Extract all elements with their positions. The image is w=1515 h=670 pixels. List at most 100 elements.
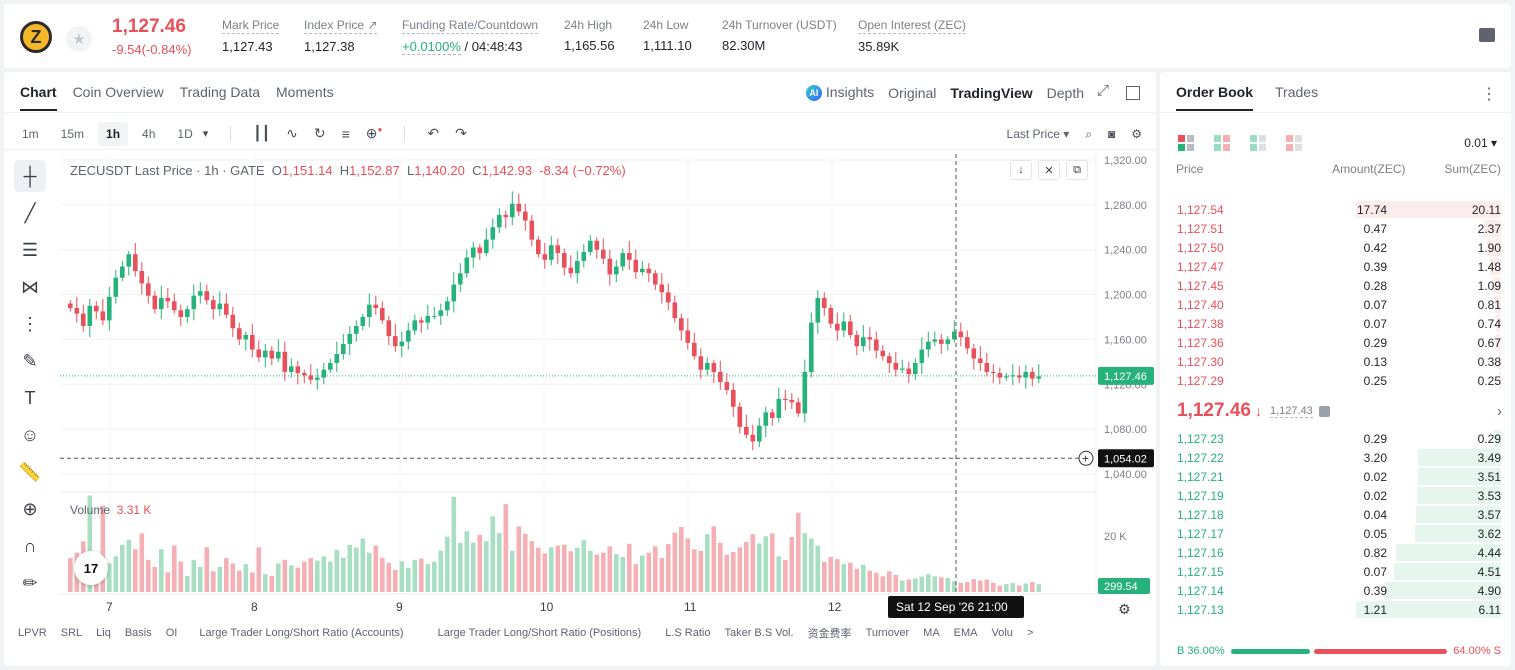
tradingview-logo[interactable]: 17: [74, 551, 108, 585]
ask-row[interactable]: 1,127.29 0.25 0.25: [1160, 371, 1511, 390]
stat-label[interactable]: Funding Rate/Countdown: [402, 18, 539, 34]
trend-line-icon[interactable]: ╱: [24, 202, 36, 223]
favorite-star-icon[interactable]: ★: [66, 26, 92, 52]
bid-row[interactable]: 1,127.19 0.02 3.53: [1160, 486, 1511, 505]
indicator-turnover[interactable]: Turnover: [865, 627, 910, 639]
expand-icon[interactable]: [1097, 82, 1112, 100]
emoji-icon[interactable]: ☺: [20, 424, 40, 445]
indicator-basis[interactable]: Basis: [124, 627, 152, 639]
view-original[interactable]: Original: [888, 84, 937, 101]
ask-row[interactable]: 1,127.47 0.39 1.48: [1160, 257, 1511, 276]
mode-both-icon[interactable]: [1178, 135, 1194, 151]
redo-icon[interactable]: ↷: [455, 125, 467, 141]
bid-row[interactable]: 1,127.21 0.02 3.51: [1160, 467, 1511, 486]
timeframe-1m[interactable]: 1m: [22, 126, 39, 141]
tab-chart[interactable]: Chart: [20, 84, 57, 111]
indicator-volume[interactable]: Volu: [991, 627, 1013, 639]
stat-label[interactable]: Open Interest (ZEC): [858, 18, 967, 34]
indicator-ls-accounts[interactable]: Large Trader Long/Short Ratio (Accounts): [199, 627, 404, 639]
tab-coin-overview[interactable]: Coin Overview: [72, 84, 164, 100]
ask-row[interactable]: 1,127.50 0.42 1.90: [1160, 238, 1511, 257]
indicator-srl[interactable]: SRL: [60, 627, 83, 639]
tab-order-book[interactable]: Order Book: [1176, 84, 1254, 111]
ask-row[interactable]: 1,127.36 0.29 0.67: [1160, 333, 1511, 352]
mode-bids-icon[interactable]: [1250, 135, 1266, 151]
fib-icon[interactable]: ⋮: [21, 313, 39, 334]
timeframe-1h[interactable]: 1h: [98, 121, 129, 146]
timeframe-dropdown-icon[interactable]: ▾: [202, 128, 209, 140]
bid-row[interactable]: 1,127.18 0.04 3.57: [1160, 505, 1511, 524]
more-icon[interactable]: ⋮: [1481, 86, 1497, 103]
bid-row[interactable]: 1,127.16 0.82 4.44: [1160, 543, 1511, 562]
text-icon[interactable]: T: [24, 387, 36, 408]
fullscreen-icon[interactable]: [1126, 85, 1140, 100]
indicator-funding-rate[interactable]: 资金费率: [807, 628, 852, 640]
bid-row[interactable]: 1,127.17 0.05 3.62: [1160, 524, 1511, 543]
book-icon[interactable]: [1479, 28, 1495, 42]
indicator-ls-positions[interactable]: Large Trader Long/Short Ratio (Positions…: [437, 627, 642, 639]
indicator-taker-vol[interactable]: Taker B.S Vol.: [724, 627, 794, 639]
view-tradingview[interactable]: TradingView: [950, 84, 1033, 101]
ask-row[interactable]: 1,127.51 0.47 2.37: [1160, 219, 1511, 238]
gear-icon[interactable]: ⚙: [1131, 127, 1142, 141]
templates-icon[interactable]: ≡: [341, 125, 350, 142]
tab-trades[interactable]: Trades: [1275, 84, 1319, 100]
chevron-right-icon[interactable]: >: [1026, 627, 1034, 639]
zoom-in-icon[interactable]: ⊕: [22, 498, 38, 519]
search-icon[interactable]: ⌕: [1085, 126, 1092, 141]
alert-add-icon[interactable]: ⊕●: [365, 125, 383, 141]
scroll-down-icon[interactable]: ↓: [1010, 160, 1032, 180]
stat-label[interactable]: Index Price ↗: [304, 18, 378, 34]
tab-trading-data[interactable]: Trading Data: [179, 84, 261, 100]
ask-row[interactable]: 1,127.30 0.13 0.38: [1160, 352, 1511, 371]
funding-rate-value[interactable]: +0.0100%: [402, 39, 461, 55]
precision-select[interactable]: 0.01 ▾: [1464, 136, 1497, 150]
pencil-lock-icon[interactable]: ✏: [22, 572, 38, 593]
bid-row[interactable]: 1,127.23 0.29 0.29: [1160, 429, 1511, 448]
ask-row[interactable]: 1,127.45 0.28 1.09: [1160, 276, 1511, 295]
close-icon[interactable]: ✕: [1038, 160, 1060, 180]
candle-body: [347, 333, 353, 344]
ask-row[interactable]: 1,127.38 0.07 0.74: [1160, 314, 1511, 333]
ask-row[interactable]: 1,127.40 0.07 0.81: [1160, 295, 1511, 314]
candle-body: [633, 259, 639, 273]
camera-icon[interactable]: ◙: [1107, 127, 1116, 141]
view-depth[interactable]: Depth: [1046, 84, 1084, 101]
bid-row[interactable]: 1,127.22 3.20 3.49: [1160, 448, 1511, 467]
indicator-oi[interactable]: OI: [165, 627, 178, 639]
ask-row[interactable]: 1,127.54 17.74 20.11: [1160, 200, 1511, 219]
bid-row[interactable]: 1,127.15 0.07 4.51: [1160, 562, 1511, 581]
indicator-lpvr[interactable]: LPVR: [18, 627, 47, 639]
indicator-liq[interactable]: Liq: [96, 627, 111, 639]
compare-icon[interactable]: ↻: [313, 125, 326, 141]
tab-moments[interactable]: Moments: [276, 84, 334, 100]
depth-bar: [1495, 296, 1501, 313]
crosshair-icon[interactable]: ┼: [14, 160, 46, 192]
pattern-icon[interactable]: ⋈: [21, 276, 39, 297]
bid-row[interactable]: 1,127.14 0.39 4.90: [1160, 581, 1511, 600]
timeframe-1d[interactable]: 1D: [177, 126, 193, 141]
indicator-ema[interactable]: EMA: [953, 627, 978, 639]
candle-type-icon[interactable]: ┃┃: [253, 125, 271, 141]
chevron-right-icon[interactable]: ›: [1497, 402, 1502, 420]
indicator-ma[interactable]: MA: [923, 627, 940, 639]
insights-button[interactable]: AI Insights: [805, 84, 874, 102]
timeframe-15m[interactable]: 15m: [60, 126, 85, 141]
price-type-select[interactable]: Last Price ▾: [1006, 127, 1070, 141]
volume-bar: [217, 567, 223, 592]
maximize-icon[interactable]: ⧉: [1066, 160, 1088, 180]
price-chart[interactable]: 1,320.00 1,280.00 1,240.00 1,200.00 1,160.00…: [60, 154, 1156, 622]
bid-row[interactable]: 1,127.13 1.21 6.11: [1160, 600, 1511, 619]
brush-icon[interactable]: ✎: [22, 350, 38, 371]
ruler-icon[interactable]: 📏: [18, 461, 42, 482]
timeframe-4h[interactable]: 4h: [142, 126, 156, 141]
mode-asks-icon[interactable]: [1286, 135, 1302, 151]
indicators-icon[interactable]: ∿: [286, 125, 298, 141]
mode-split-icon[interactable]: [1214, 135, 1230, 151]
indicator-ls-ratio[interactable]: L.S Ratio: [665, 627, 711, 639]
row-price: 1,127.22: [1177, 450, 1224, 465]
stat-label[interactable]: Mark Price: [222, 18, 280, 34]
magnet-icon[interactable]: ∩: [23, 535, 37, 556]
horizontal-lines-icon[interactable]: ☰: [21, 239, 39, 260]
undo-icon[interactable]: ↶: [427, 125, 440, 141]
